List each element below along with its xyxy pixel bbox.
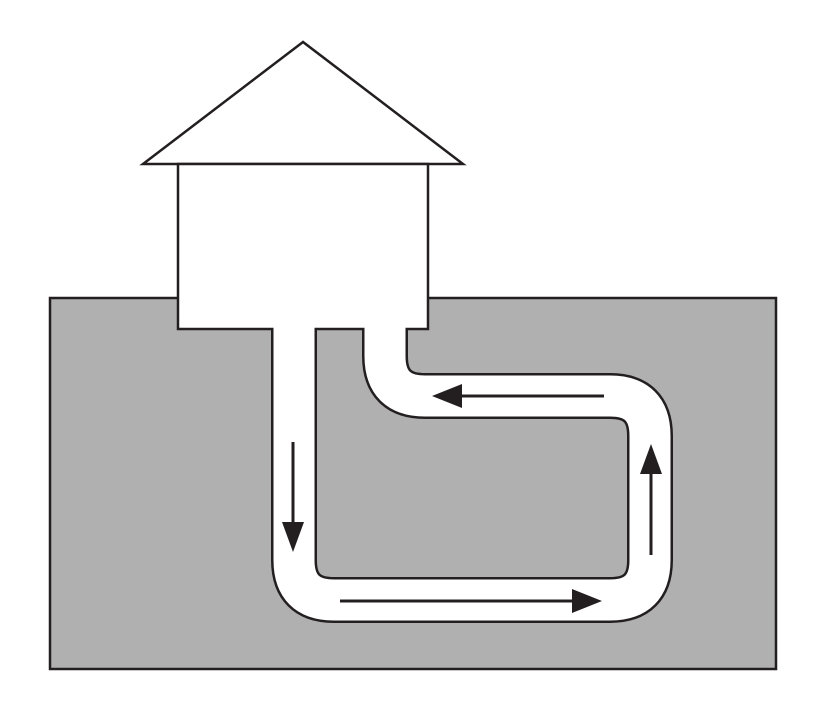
pipe-entry-left: [273, 326, 315, 332]
house-body: [176, 162, 430, 331]
arrow-left: [432, 384, 604, 408]
arrow-down: [282, 442, 304, 552]
house-roof: [139, 40, 467, 166]
pipe-entry-right: [364, 326, 406, 332]
arrow-up: [640, 444, 662, 555]
arrow-right: [340, 589, 602, 613]
